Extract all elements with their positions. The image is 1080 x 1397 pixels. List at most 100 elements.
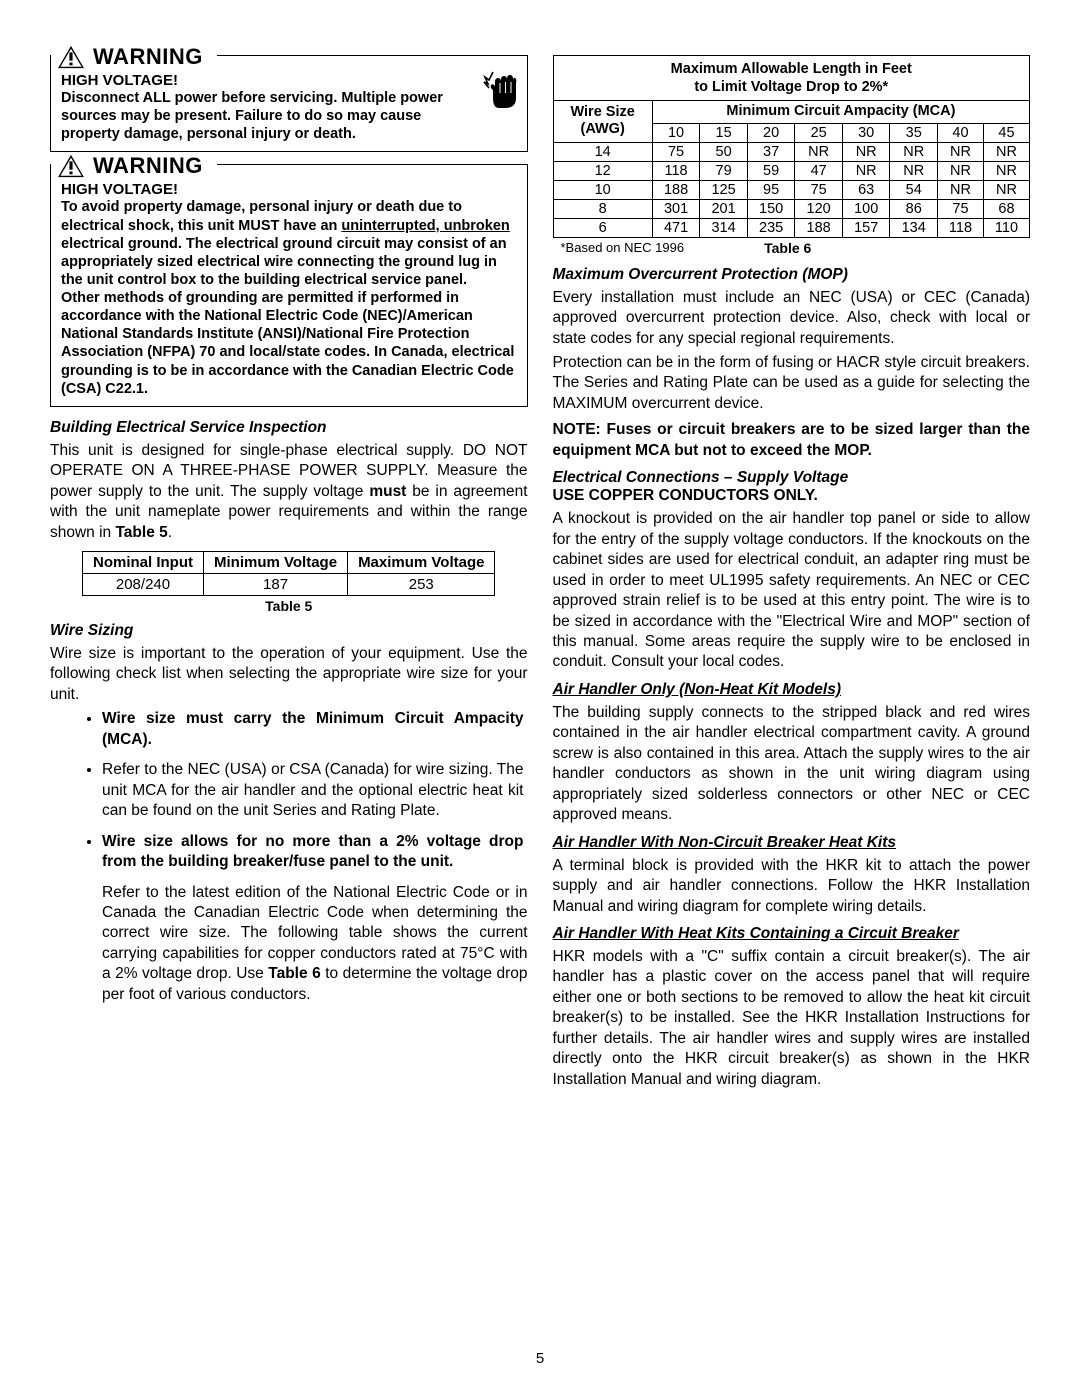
t6r4v2: 150 xyxy=(747,199,795,218)
para-ah3: HKR models with a "C" suffix contain a c… xyxy=(553,947,1031,1090)
t6r2v5: NR xyxy=(890,161,938,180)
para-ec: A knockout is provided on the air handle… xyxy=(553,509,1031,673)
t6r5v3: 188 xyxy=(795,218,843,237)
t6r4v6: 75 xyxy=(937,199,983,218)
warning-body-2b: Other methods of grounding are permitted… xyxy=(61,289,517,398)
ec-sub: USE COPPER CONDUCTORS ONLY. xyxy=(553,487,1031,505)
warning-box-2: WARNING HIGH VOLTAGE! To avoid property … xyxy=(50,164,528,406)
heading-wire-sizing: Wire Sizing xyxy=(50,622,528,640)
right-column: Maximum Allowable Length in Feet to Limi… xyxy=(553,55,1031,1342)
table-row: 12 118 79 59 47 NR NR NR NR xyxy=(553,161,1030,180)
t6-rh1: Wire Size xyxy=(570,104,634,120)
t6r2v0: 118 xyxy=(652,161,700,180)
t6-header-row-1: Wire Size (AWG) Minimum Circuit Ampacity… xyxy=(553,101,1030,123)
w2-body1u: uninterrupted, unbroken xyxy=(341,218,509,234)
t6r2v1: 79 xyxy=(700,161,748,180)
t6-mc7: 45 xyxy=(983,123,1029,142)
t6r3v1: 125 xyxy=(700,180,748,199)
t6-mc1: 15 xyxy=(700,123,748,142)
heading-ah3: Air Handler With Heat Kits Containing a … xyxy=(553,925,1031,943)
t6r4v5: 86 xyxy=(890,199,938,218)
t6r2v3: 47 xyxy=(795,161,843,180)
warning-body-2a: To avoid property damage, personal injur… xyxy=(61,198,517,289)
t6r1v7: NR xyxy=(983,142,1029,161)
ws-s1b: Table 6 xyxy=(268,965,320,982)
t6-title-row: Maximum Allowable Length in Feet to Limi… xyxy=(553,56,1030,101)
t5-c1: 208/240 xyxy=(83,574,204,596)
warning-triangle-icon xyxy=(57,45,85,69)
t6-mc0: 10 xyxy=(652,123,700,142)
t6r5v5: 134 xyxy=(890,218,938,237)
wire-sizing-list: Wire size must carry the Minimum Circuit… xyxy=(50,709,528,872)
t6r2awg: 12 xyxy=(553,161,652,180)
t6-mc6: 40 xyxy=(937,123,983,142)
t5-h2: Minimum Voltage xyxy=(204,552,348,574)
t6r1v5: NR xyxy=(890,142,938,161)
t6r3v2: 95 xyxy=(747,180,795,199)
table-5-data-row: 208/240 187 253 xyxy=(83,574,495,596)
warning-text-1: HIGH VOLTAGE! Disconnect ALL power befor… xyxy=(61,72,475,143)
table-row: 8 301 201 150 120 100 86 75 68 xyxy=(553,199,1030,218)
t6r1v6: NR xyxy=(937,142,983,161)
t5-h1: Nominal Input xyxy=(83,552,204,574)
table-row: 14 75 50 37 NR NR NR NR NR xyxy=(553,142,1030,161)
t6r5v1: 314 xyxy=(700,218,748,237)
t6r4v3: 120 xyxy=(795,199,843,218)
t6r3v4: 63 xyxy=(842,180,890,199)
warning-title-1: WARNING xyxy=(93,44,203,70)
left-column: WARNING HIGH VOLTAGE! Disconnect ALL pow… xyxy=(50,55,528,1342)
page-number: 5 xyxy=(50,1350,1030,1367)
para-mop-2: Protection can be in the form of fusing … xyxy=(553,353,1031,414)
table-row: 10 188 125 95 75 63 54 NR NR xyxy=(553,180,1030,199)
besi-p1e: . xyxy=(168,524,172,541)
t6r5v0: 471 xyxy=(652,218,700,237)
t6r4v7: 68 xyxy=(983,199,1029,218)
t5-c2: 187 xyxy=(204,574,348,596)
t6r1v4: NR xyxy=(842,142,890,161)
t6-mca-header: Minimum Circuit Ampacity (MCA) xyxy=(652,101,1029,123)
t6-rowhead: Wire Size (AWG) xyxy=(553,101,652,142)
bullet-2: Refer to the NEC (USA) or CSA (Canada) f… xyxy=(102,760,528,821)
warning-triangle-icon xyxy=(57,154,85,178)
bullet-3: Wire size allows for no more than a 2% v… xyxy=(102,832,528,873)
para-ah1: The building supply connects to the stri… xyxy=(553,703,1031,826)
para-besi: This unit is designed for single-phase e… xyxy=(50,441,528,543)
heading-ah2: Air Handler With Non-Circuit Breaker Hea… xyxy=(553,834,1031,852)
t6-rh2: (AWG) xyxy=(580,121,624,137)
t6r1v2: 37 xyxy=(747,142,795,161)
t6r1v1: 50 xyxy=(700,142,748,161)
besi-p1d: Table 5 xyxy=(115,524,167,541)
warning-body-row-1: HIGH VOLTAGE! Disconnect ALL power befor… xyxy=(61,72,517,143)
t6r5v7: 110 xyxy=(983,218,1029,237)
t6r5awg: 6 xyxy=(553,218,652,237)
table-5: Nominal Input Minimum Voltage Maximum Vo… xyxy=(82,551,495,596)
besi-p1b: must xyxy=(369,483,406,500)
warning-body-1: Disconnect ALL power before servicing. M… xyxy=(61,89,475,143)
table-5-label: Table 5 xyxy=(50,598,528,614)
t6r2v7: NR xyxy=(983,161,1029,180)
heading-ec: Electrical Connections – Supply Voltage xyxy=(553,469,1031,487)
t6-title2: to Limit Voltage Drop to 2%* xyxy=(694,79,888,95)
t6-mc3: 25 xyxy=(795,123,843,142)
note-mop: NOTE: Fuses or circuit breakers are to b… xyxy=(553,420,1031,461)
t6-mc4: 30 xyxy=(842,123,890,142)
two-column-layout: WARNING HIGH VOLTAGE! Disconnect ALL pow… xyxy=(50,55,1030,1342)
t6r5v6: 118 xyxy=(937,218,983,237)
warning-title-2: WARNING xyxy=(93,153,203,179)
t6r4v1: 201 xyxy=(700,199,748,218)
t6r1v3: NR xyxy=(795,142,843,161)
t6r4v4: 100 xyxy=(842,199,890,218)
t6-mc5: 35 xyxy=(890,123,938,142)
bullet-1-text: Wire size must carry the Minimum Circuit… xyxy=(102,710,524,747)
warning-header-1: WARNING xyxy=(51,44,217,70)
t6r1awg: 14 xyxy=(553,142,652,161)
t6r3v6: NR xyxy=(937,180,983,199)
table-6-footnote: *Based on NEC 1996 xyxy=(561,240,685,255)
bullet-1: Wire size must carry the Minimum Circuit… xyxy=(102,709,528,750)
warning-subtitle-2: HIGH VOLTAGE! xyxy=(61,181,517,198)
bullet-3-text: Wire size allows for no more than a 2% v… xyxy=(102,833,524,870)
t6r4v0: 301 xyxy=(652,199,700,218)
t6r2v6: NR xyxy=(937,161,983,180)
t6r3v5: 54 xyxy=(890,180,938,199)
t6r4awg: 8 xyxy=(553,199,652,218)
